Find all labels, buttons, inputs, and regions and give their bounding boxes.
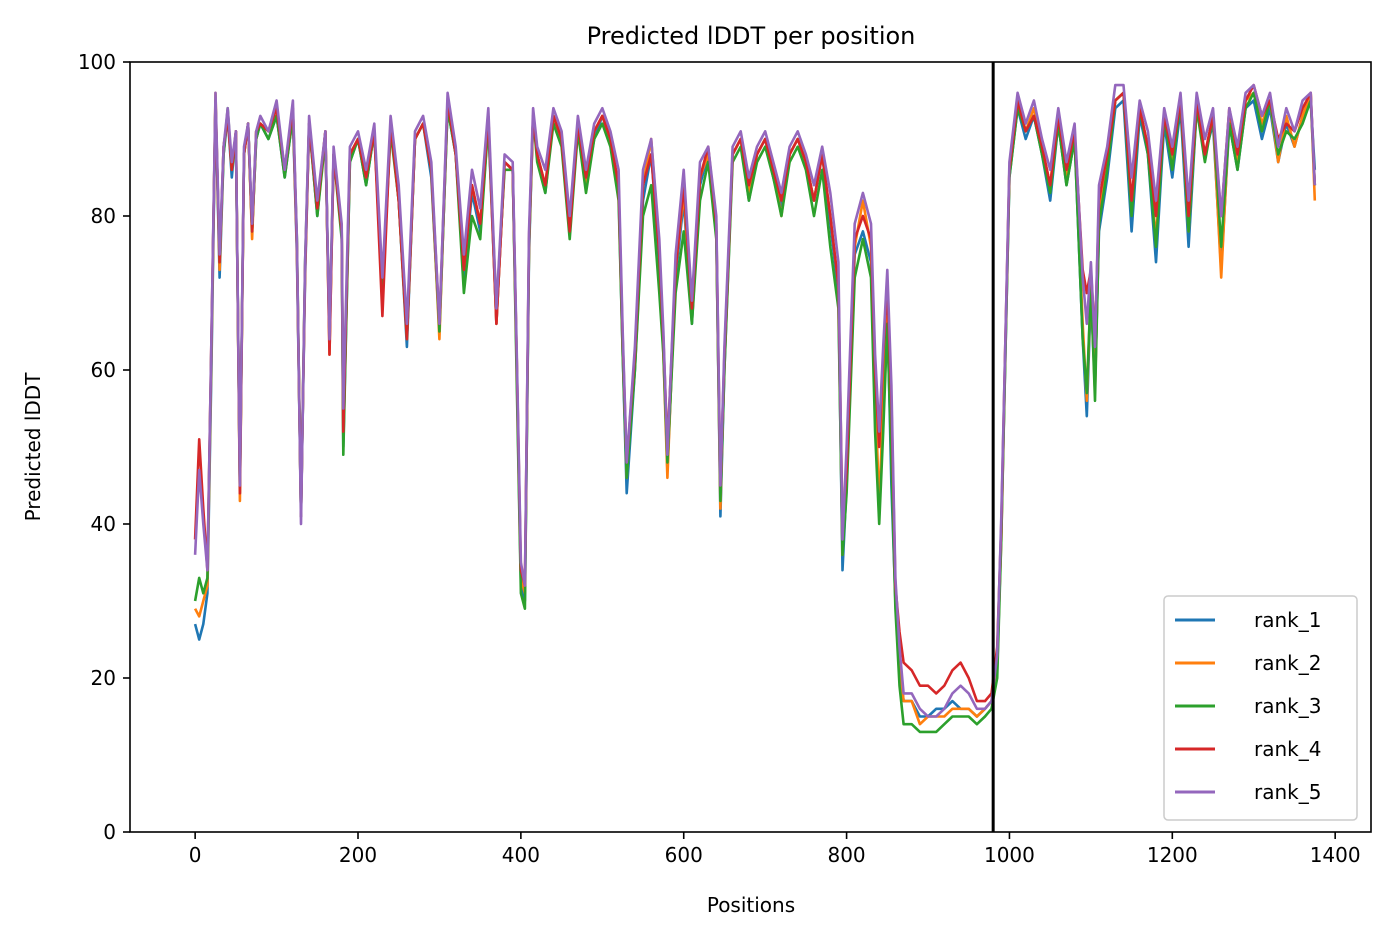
legend-frame	[1163, 595, 1358, 821]
y-tick-label: 20	[91, 666, 116, 690]
chart-title: Predicted lDDT per position	[587, 22, 916, 50]
legend-label: rank_1	[1254, 608, 1321, 632]
plot-frame	[129, 61, 1372, 833]
x-tick-label: 800	[827, 843, 865, 867]
x-tick-label: 1000	[984, 843, 1035, 867]
series-line-rank-5	[193, 83, 1317, 718]
x-tick-label: 200	[339, 843, 377, 867]
legend-label: rank_3	[1254, 694, 1321, 718]
legend: rank_1 rank_2 rank_3 rank_4 rank_5	[1163, 595, 1358, 821]
x-axis-label: Positions	[707, 893, 795, 917]
x-tick-label: 400	[502, 843, 540, 867]
y-tick-label: 80	[91, 204, 116, 228]
legend-label: rank_2	[1254, 651, 1321, 675]
series-lines	[193, 83, 1317, 734]
x-tick-label: 600	[665, 843, 703, 867]
x-tick-label: 0	[189, 843, 202, 867]
plot-area	[193, 62, 1317, 832]
y-axis-label: Predicted lDDT	[21, 372, 45, 522]
y-tick-label: 60	[91, 358, 116, 382]
x-axis-ticks: 0 200 400 600 800 1000 1200 1400	[189, 832, 1361, 867]
legend-label: rank_5	[1254, 780, 1321, 804]
x-tick-label: 1200	[1147, 843, 1198, 867]
y-tick-label: 40	[91, 512, 116, 536]
legend-label: rank_4	[1254, 737, 1321, 761]
y-tick-label: 100	[78, 50, 116, 74]
y-tick-label: 0	[103, 820, 116, 844]
x-tick-label: 1400	[1310, 843, 1361, 867]
y-axis-ticks: 0 20 40 60 80 100	[78, 50, 130, 844]
